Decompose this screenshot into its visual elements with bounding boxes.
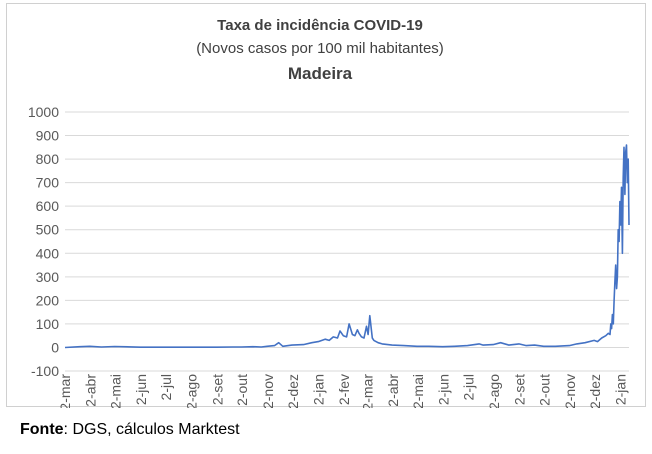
x-tick-label: 2-ago [184,374,200,408]
source-text: : DGS, cálculos Marktest [63,421,240,438]
x-tick-label: 2-mar [57,374,73,408]
x-tick-label: 2-mai [108,374,124,408]
x-tick-label: 2-jun [133,374,149,405]
x-tick-label: 2-mar [359,374,375,408]
y-tick-label: 400 [36,245,60,261]
y-tick-label: 1000 [28,104,59,120]
x-tick-label: 2-set [512,374,528,405]
chart-subtitle: (Novos casos por 100 mil habitantes) [196,40,444,57]
chart-title: Taxa de incidência COVID-19 [217,17,423,34]
x-tick-label: 2-nov [260,374,276,408]
x-tick-label: 2-jun [435,374,451,405]
x-tick-label: 2-dez [285,374,301,408]
x-tick-label: 2-out [537,374,553,406]
x-tick-label: 2-jan [310,374,326,405]
y-tick-label: 500 [36,222,60,238]
x-tick-label: 2-jul [158,374,174,400]
y-tick-label: 100 [36,316,60,332]
x-tick-label: 2-out [234,374,250,406]
y-tick-label: 300 [36,269,60,285]
y-tick-label: -100 [31,363,59,379]
y-tick-label: 0 [51,339,59,355]
x-tick-label: 2-jan [613,374,629,405]
y-tick-label: 600 [36,198,60,214]
chart-region-label: Madeira [288,64,353,83]
x-tick-label: 2-abr [385,374,401,407]
x-tick-label: 2-set [209,374,225,405]
incidence-line-chart: Taxa de incidência COVID-19 (Novos casos… [28,17,630,408]
x-tick-label: 2-dez [587,374,603,408]
series-group [64,144,630,349]
x-tick-label: 2-abr [83,374,99,407]
source-label: Fonte [20,421,64,438]
y-tick-label: 900 [36,128,60,144]
source-note: Fonte: DGS, cálculos Marktest [20,421,240,439]
x-tick-label: 2-nov [562,374,578,408]
y-axis-ticks: -100 0 100 200 300 400 500 600 700 800 900 1000 [28,104,59,379]
y-tick-label: 700 [36,175,60,191]
y-tick-label: 200 [36,292,60,308]
x-tick-label: 2-jul [460,374,476,400]
x-tick-label: 2-mai [410,374,426,408]
x-axis-ticks: 2-mar 2-abr 2-mai 2-jun 2-jul 2-ago 2-set 2-out… [57,374,629,408]
series-line-0 [64,144,630,349]
y-tick-label: 800 [36,151,60,167]
x-tick-label: 2-ago [486,374,502,408]
chart-frame: Taxa de incidência COVID-19 (Novos casos… [6,3,646,408]
x-tick-label: 2-fev [336,374,352,405]
